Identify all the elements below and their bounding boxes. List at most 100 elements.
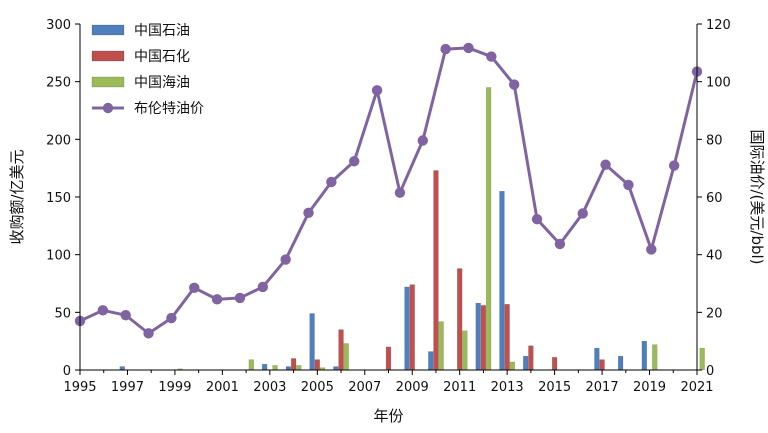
oil-price-point-21 bbox=[554, 238, 566, 250]
y-right-tick-label: 60 bbox=[706, 191, 723, 206]
oil-price-point-3 bbox=[143, 328, 154, 339]
legend-label: 中国石油 bbox=[134, 23, 190, 39]
oil-price-point-25 bbox=[646, 244, 657, 255]
y-left-tick-label: 200 bbox=[46, 133, 71, 148]
bar-3-2011 bbox=[462, 330, 468, 371]
x-tick-label: 2019 bbox=[633, 380, 666, 395]
bar-1-2009 bbox=[404, 286, 410, 371]
y-left-tick-label: 300 bbox=[46, 18, 71, 33]
bar-1-2014 bbox=[523, 355, 529, 371]
oil-price-point-24 bbox=[623, 179, 634, 191]
y-right-tick-label: 0 bbox=[706, 364, 714, 379]
x-tick-label: 2021 bbox=[680, 380, 713, 395]
oil-price-point-1 bbox=[97, 305, 109, 316]
oil-price-point-14 bbox=[394, 187, 406, 198]
y-right-tick-label: 100 bbox=[706, 76, 731, 91]
bar-3-2010 bbox=[438, 321, 444, 371]
bar-1-2004 bbox=[285, 366, 291, 371]
oil-price-point-12 bbox=[349, 156, 360, 167]
oil-price-line bbox=[79, 46, 699, 335]
oil-price-point-6 bbox=[211, 294, 223, 305]
y-left-tick-label: 150 bbox=[46, 191, 71, 206]
x-tick-label: 2001 bbox=[206, 380, 239, 395]
y-axis-left-title: 收购额/亿美元 bbox=[8, 149, 26, 244]
bar-2-2017 bbox=[599, 359, 605, 371]
bar-1-2019 bbox=[641, 340, 647, 371]
bar-3-2019 bbox=[652, 344, 658, 371]
legend-swatch-2 bbox=[91, 50, 125, 62]
bar-2-2011 bbox=[457, 268, 463, 371]
bar-2-2006 bbox=[338, 329, 344, 371]
y-right-tick-label: 40 bbox=[706, 249, 723, 264]
bar-3-2003 bbox=[272, 365, 278, 371]
bar-3-2012 bbox=[486, 87, 492, 371]
oil-price-point-2 bbox=[120, 310, 131, 321]
oil-price-point-5 bbox=[189, 282, 200, 294]
x-tick-label: 2009 bbox=[396, 380, 429, 395]
bar-2-2005 bbox=[314, 359, 320, 371]
bar-3-2006 bbox=[343, 343, 349, 371]
y-left-tick-label: 50 bbox=[54, 306, 71, 321]
x-tick-label: 1997 bbox=[111, 380, 144, 395]
bar-1-2003 bbox=[262, 364, 268, 371]
x-tick-label: 2017 bbox=[586, 380, 619, 395]
x-tick-label: 1999 bbox=[158, 380, 191, 395]
oil-price-point-18 bbox=[486, 51, 497, 62]
oil-price-point-23 bbox=[600, 159, 611, 170]
bar-1-2017 bbox=[594, 347, 600, 371]
oil-price-point-26 bbox=[668, 160, 680, 171]
bar-2-2008 bbox=[385, 346, 392, 371]
legend-line-marker bbox=[102, 102, 114, 114]
x-axis-title: 年份 bbox=[373, 407, 403, 425]
x-tick-label: 2013 bbox=[491, 380, 524, 395]
bar-3-2013 bbox=[509, 361, 515, 371]
bar-1-1997 bbox=[119, 366, 125, 371]
oil-price-point-9 bbox=[280, 254, 291, 265]
legend-label: 中国石化 bbox=[134, 49, 190, 65]
oil-price-point-19 bbox=[508, 79, 520, 90]
axes-layer: 1995 1997 1999 2001 2003 2005 2007 2009 2011 2013… bbox=[8, 18, 766, 425]
bar-3-2021 bbox=[699, 347, 705, 371]
bar-3-2002 bbox=[248, 359, 254, 371]
oil-price-point-20 bbox=[531, 214, 543, 225]
oil-price-point-4 bbox=[166, 312, 177, 324]
oil-price-point-11 bbox=[326, 176, 337, 188]
x-tick-label: 2003 bbox=[253, 380, 286, 395]
x-tick-label: 2011 bbox=[443, 380, 476, 395]
oil-price-point-17 bbox=[463, 42, 474, 54]
y-left-tick-label: 250 bbox=[46, 76, 71, 91]
oil-price-point-7 bbox=[234, 292, 246, 304]
y-left-tick-label: 100 bbox=[46, 249, 71, 264]
y-right-tick-label: 80 bbox=[706, 133, 723, 148]
bar-2-2015 bbox=[552, 357, 558, 371]
oil-price-point-16 bbox=[440, 43, 451, 55]
legend-label: 布伦特油价 bbox=[134, 101, 204, 117]
bar-2-2014 bbox=[528, 345, 534, 371]
oil-price-point-13 bbox=[371, 85, 383, 96]
oil-price-point-15 bbox=[417, 135, 428, 146]
bar-2-2012 bbox=[480, 305, 487, 371]
bar-layer bbox=[119, 87, 705, 371]
y-right-tick-label: 120 bbox=[706, 18, 731, 33]
y-right-tick-label: 20 bbox=[706, 306, 723, 321]
bar-2-2010 bbox=[433, 170, 439, 371]
x-tick-label: 1995 bbox=[63, 380, 96, 395]
bar-2-2009 bbox=[409, 284, 415, 371]
oil-price-point-10 bbox=[303, 207, 314, 219]
bar-3-2004 bbox=[296, 365, 302, 371]
bar-2-2013 bbox=[504, 304, 510, 371]
bar-2-2004 bbox=[290, 358, 297, 371]
legend-swatch-3 bbox=[91, 76, 125, 88]
x-tick-label: 2005 bbox=[301, 380, 334, 395]
legend-label: 中国海油 bbox=[134, 75, 190, 91]
bar-1-2005 bbox=[309, 313, 315, 371]
oil-price-point-22 bbox=[577, 208, 588, 219]
y-axis-right-title: 国际油价/(美元/bbl) bbox=[748, 129, 766, 264]
bar-1-2006 bbox=[333, 366, 339, 371]
oil-price-point-8 bbox=[257, 281, 269, 293]
line-layer bbox=[74, 42, 703, 339]
x-tick-label: 2007 bbox=[348, 380, 381, 395]
x-tick-label: 2015 bbox=[538, 380, 571, 395]
